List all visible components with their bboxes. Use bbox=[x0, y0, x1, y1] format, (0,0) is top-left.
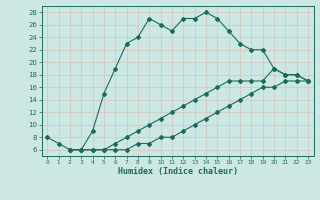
X-axis label: Humidex (Indice chaleur): Humidex (Indice chaleur) bbox=[118, 167, 237, 176]
